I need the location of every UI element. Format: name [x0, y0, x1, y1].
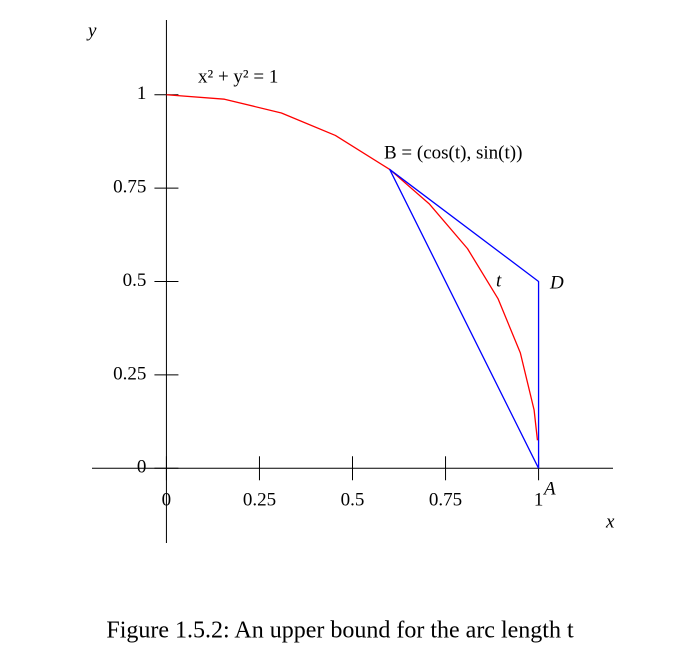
x-axis-label: x	[605, 511, 615, 532]
caption: Figure 1.5.2: An upper bound for the arc…	[106, 618, 574, 644]
x-tick-label: 0.25	[243, 490, 276, 511]
x-tick-label: 0.5	[341, 490, 365, 511]
x-tick-label: 0	[162, 490, 172, 511]
curve	[166, 94, 539, 441]
annotation: x² + y² = 1	[198, 66, 278, 87]
curve	[389, 168, 540, 469]
annotation: B = (cos(t), sin(t))	[384, 142, 522, 163]
y-axis-label: y	[86, 20, 97, 41]
y-tick-label: 0.75	[113, 176, 146, 197]
y-tick-label: 0.25	[113, 363, 146, 384]
y-tick-label: 1	[137, 83, 147, 104]
annotation: D	[549, 272, 564, 293]
y-tick-label: 0	[137, 457, 147, 478]
x-tick-label: 1	[534, 490, 544, 511]
x-tick-label: 0.75	[429, 490, 462, 511]
annotation: t	[496, 270, 502, 291]
annotation: A	[542, 478, 556, 499]
y-tick-label: 0.5	[123, 270, 147, 291]
